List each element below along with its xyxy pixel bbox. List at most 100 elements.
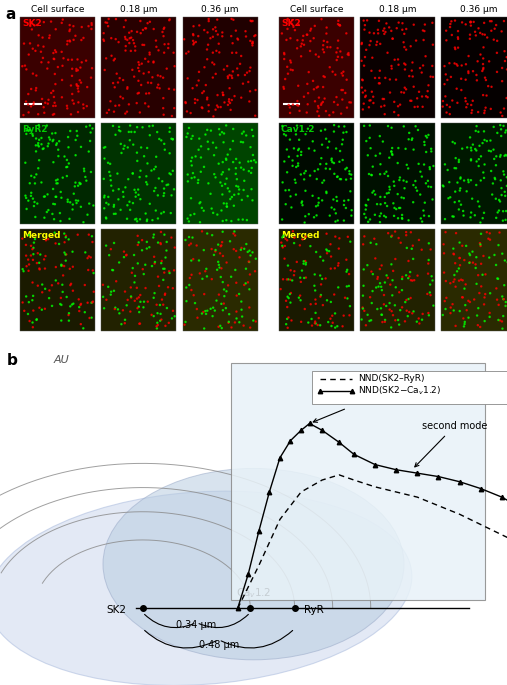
Point [387, 306, 395, 316]
Point [283, 15, 292, 26]
Point [319, 97, 327, 108]
Point [475, 23, 483, 34]
Point [337, 108, 345, 119]
Point [197, 166, 205, 177]
Point [102, 212, 110, 223]
Point [133, 216, 141, 227]
Point [74, 195, 82, 206]
Point [501, 301, 507, 312]
Point [230, 228, 238, 239]
Point [339, 66, 347, 77]
Point [208, 311, 216, 322]
Point [160, 190, 168, 201]
Point [408, 243, 416, 254]
Point [207, 125, 215, 136]
Point [290, 270, 298, 281]
Point [295, 143, 303, 154]
Point [452, 227, 460, 238]
Point [480, 299, 488, 310]
Point [22, 203, 30, 214]
Bar [101, 123, 176, 225]
Point [407, 40, 415, 51]
Point [245, 256, 253, 267]
Point [490, 153, 498, 164]
Point [111, 82, 119, 92]
Point [52, 47, 60, 58]
Point [496, 149, 504, 160]
Point [52, 275, 60, 286]
Point [371, 73, 379, 84]
Point [341, 88, 349, 99]
Point [184, 73, 192, 84]
Point [373, 303, 381, 314]
Point [369, 187, 377, 198]
Point [119, 305, 127, 316]
Point [315, 312, 323, 323]
Point [398, 210, 406, 221]
Point [28, 24, 36, 35]
Point [88, 18, 96, 29]
Point [75, 306, 83, 316]
Point [122, 250, 130, 261]
Point [220, 128, 228, 139]
Point [464, 68, 473, 79]
Point [154, 319, 162, 330]
Point [248, 195, 257, 206]
Point [468, 95, 477, 106]
Point [418, 216, 426, 227]
Point [124, 295, 132, 306]
Point [50, 53, 58, 64]
Point [467, 17, 475, 28]
Point [171, 242, 179, 253]
Point [474, 320, 482, 331]
Point [84, 253, 92, 264]
Point [107, 33, 115, 44]
Point [21, 190, 29, 201]
Point [102, 197, 111, 208]
Point [73, 197, 81, 208]
Point [331, 231, 339, 242]
Point [35, 264, 44, 275]
Point [80, 103, 88, 114]
Point [132, 187, 140, 198]
Point [439, 310, 447, 321]
Point [386, 304, 394, 315]
Point [390, 97, 399, 108]
Point [81, 279, 89, 290]
Point [30, 201, 38, 212]
Point [422, 130, 430, 141]
Point [164, 42, 172, 53]
Point [211, 245, 220, 256]
Point [392, 74, 400, 85]
Point [68, 95, 77, 106]
Point [115, 184, 123, 195]
Point [407, 95, 415, 106]
Point [29, 322, 37, 333]
Point [358, 82, 366, 93]
Point [237, 51, 245, 62]
Point [218, 299, 226, 310]
Point [381, 277, 389, 288]
Point [409, 71, 417, 82]
Point [369, 97, 377, 108]
Point [220, 64, 228, 75]
Point [65, 158, 73, 169]
Point [29, 249, 38, 260]
Point [278, 121, 286, 132]
Point [463, 99, 472, 110]
Point [114, 168, 122, 179]
Point [335, 121, 343, 132]
Point [245, 256, 254, 267]
Point [171, 311, 179, 322]
Point [185, 232, 193, 242]
Point [462, 305, 470, 316]
Point [450, 270, 458, 281]
Point [191, 94, 199, 105]
Point [473, 75, 481, 86]
Point [165, 84, 173, 95]
Point [213, 100, 221, 111]
Point [115, 194, 123, 205]
Point [467, 99, 475, 110]
Point [146, 129, 154, 140]
Point [55, 136, 63, 147]
